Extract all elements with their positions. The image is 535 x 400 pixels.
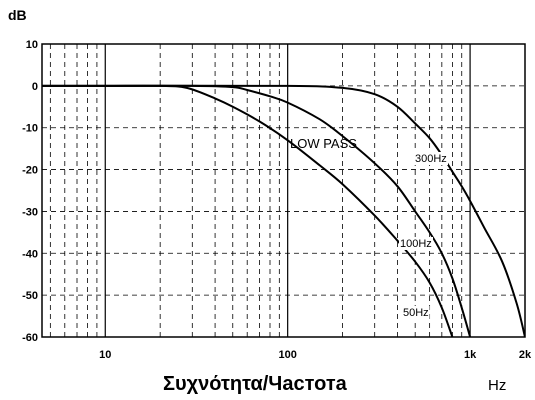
x-tick-label: 100 bbox=[278, 349, 296, 361]
y-axis-label: dB bbox=[8, 7, 27, 23]
x-tick-labels: 10 100 1k 2k bbox=[99, 349, 532, 361]
y-tick-label: -30 bbox=[22, 206, 38, 218]
series-curves bbox=[42, 84, 525, 337]
series-label-background bbox=[399, 237, 433, 250]
y-tick-label: -20 bbox=[22, 165, 38, 177]
series-line-300hz bbox=[42, 84, 525, 337]
x-tick-label: 2k bbox=[519, 349, 532, 361]
x-tick-label: 10 bbox=[99, 349, 111, 361]
y-tick-label: 0 bbox=[32, 81, 38, 93]
series-label-50hz: 50Hz bbox=[403, 307, 429, 319]
series-label-background bbox=[414, 152, 448, 165]
x-axis-label: Συχνότητα/Частота bbox=[163, 373, 348, 395]
low-pass-annotation: LOW PASS bbox=[290, 136, 357, 151]
series-label-300hz: 300Hz bbox=[415, 153, 447, 165]
y-tick-label: -50 bbox=[22, 290, 38, 302]
x-axis-unit: Hz bbox=[488, 377, 506, 394]
series-label-100hz: 100Hz bbox=[400, 238, 432, 250]
x-tick-label: 1k bbox=[464, 349, 477, 361]
grid-lines bbox=[42, 44, 525, 337]
y-tick-label: -40 bbox=[22, 248, 38, 260]
series-label-background bbox=[402, 306, 430, 319]
y-tick-label: -10 bbox=[22, 123, 38, 135]
y-tick-labels: 10 0 -10 -20 -30 -40 -50 -60 bbox=[22, 39, 38, 344]
y-tick-label: -60 bbox=[22, 332, 38, 344]
y-tick-label: 10 bbox=[26, 39, 38, 51]
series-labels: 50Hz 100Hz 300Hz bbox=[399, 152, 448, 319]
plot-frame bbox=[41, 43, 526, 338]
